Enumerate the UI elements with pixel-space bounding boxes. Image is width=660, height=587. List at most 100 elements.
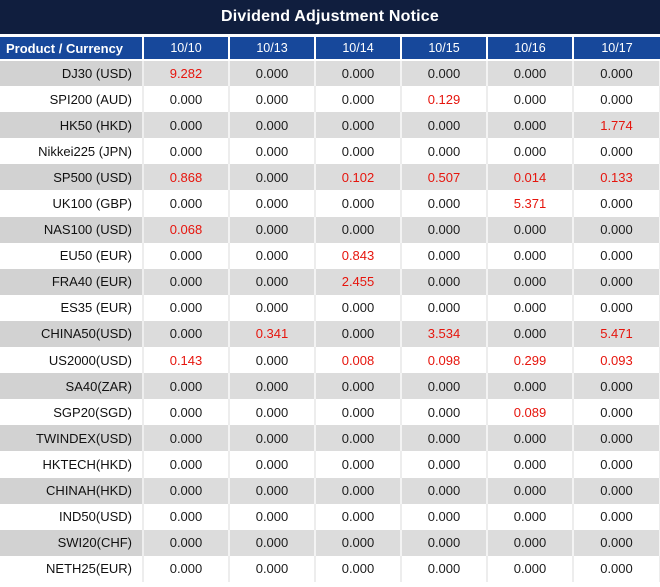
dividend-value-cell: 0.000 [315, 529, 402, 556]
table-row: HK50 (HKD) 0.000 0.000 0.000 0.000 0.000 1.774 [0, 112, 660, 139]
dividend-value-cell: 0.000 [573, 190, 660, 217]
dividend-value-cell: 9.282 [143, 60, 230, 87]
dividend-value-cell: 0.000 [401, 190, 488, 217]
dividend-value-cell: 0.000 [229, 190, 316, 217]
dividend-value-cell: 0.143 [143, 347, 230, 374]
dividend-value-cell: 0.000 [401, 60, 488, 87]
product-currency-header: Product / Currency [0, 37, 144, 61]
dividend-value-cell: 0.000 [143, 399, 230, 426]
dividend-value-cell: 0.008 [315, 347, 402, 374]
dividend-value-cell: 0.000 [401, 138, 488, 165]
dividend-value-cell: 0.000 [401, 294, 488, 321]
dividend-value-cell: 0.000 [487, 216, 574, 243]
product-cell: FRA40 (EUR) [0, 268, 144, 295]
dividend-value-cell: 0.000 [229, 477, 316, 504]
product-cell: DJ30 (USD) [0, 60, 144, 87]
dividend-value-cell: 0.000 [315, 425, 402, 452]
table-row: UK100 (GBP) 0.000 0.000 0.000 0.000 5.371 0.00… [0, 190, 660, 217]
dividend-value-cell: 1.774 [573, 112, 660, 139]
dividend-table: Product / Currency 10/10 10/13 10/14 10/15 1… [0, 37, 660, 582]
table-row: TWINDEX(USD) 0.000 0.000 0.000 0.000 0.000 0.0… [0, 425, 660, 452]
dividend-value-cell: 0.000 [143, 555, 230, 582]
table-row: CHINA50(USD) 0.000 0.341 0.000 3.534 0.000 5.4… [0, 320, 660, 348]
dividend-value-cell: 0.000 [229, 347, 316, 374]
date-header: 10/16 [487, 37, 574, 61]
dividend-value-cell: 0.000 [315, 477, 402, 504]
table-row: NETH25(EUR) 0.000 0.000 0.000 0.000 0.000 0.00… [0, 555, 660, 582]
product-cell: UK100 (GBP) [0, 190, 144, 217]
dividend-value-cell: 0.089 [487, 399, 574, 426]
dividend-value-cell: 0.000 [143, 451, 230, 478]
dividend-value-cell: 0.000 [573, 294, 660, 321]
dividend-value-cell: 0.000 [315, 399, 402, 426]
table-row: SPI200 (AUD) 0.000 0.000 0.000 0.129 0.000 0.0… [0, 86, 660, 113]
dividend-value-cell: 0.000 [487, 503, 574, 530]
dividend-value-cell: 0.000 [315, 112, 402, 139]
title-bar: Dividend Adjustment Notice [0, 0, 660, 37]
dividend-value-cell: 0.000 [573, 242, 660, 269]
date-header: 10/10 [143, 37, 230, 61]
dividend-value-cell: 0.000 [229, 294, 316, 321]
dividend-value-cell: 0.000 [229, 503, 316, 530]
dividend-value-cell: 0.000 [229, 60, 316, 87]
dividend-value-cell: 0.000 [229, 529, 316, 556]
page-title: Dividend Adjustment Notice [221, 8, 439, 25]
dividend-value-cell: 0.000 [143, 320, 230, 348]
date-header: 10/17 [573, 37, 660, 61]
product-cell: SA40(ZAR) [0, 373, 144, 400]
dividend-value-cell: 0.000 [573, 86, 660, 113]
dividend-value-cell: 0.000 [401, 268, 488, 295]
dividend-value-cell: 0.129 [401, 86, 488, 113]
table-row: SWI20(CHF) 0.000 0.000 0.000 0.000 0.000 0.000 [0, 529, 660, 556]
product-cell: SPI200 (AUD) [0, 86, 144, 113]
dividend-value-cell: 0.098 [401, 347, 488, 374]
table-row: SP500 (USD) 0.868 0.000 0.102 0.507 0.014 0.13… [0, 164, 660, 191]
dividend-value-cell: 0.068 [143, 216, 230, 243]
dividend-value-cell: 0.000 [229, 373, 316, 400]
dividend-value-cell: 0.000 [401, 399, 488, 426]
dividend-value-cell: 0.000 [401, 451, 488, 478]
dividend-value-cell: 0.000 [573, 451, 660, 478]
product-cell: SP500 (USD) [0, 164, 144, 191]
dividend-value-cell: 0.000 [229, 451, 316, 478]
dividend-value-cell: 0.000 [487, 268, 574, 295]
dividend-value-cell: 0.000 [487, 451, 574, 478]
table-row: DJ30 (USD) 9.282 0.000 0.000 0.000 0.000 0.000 [0, 60, 660, 87]
dividend-value-cell: 0.000 [573, 529, 660, 556]
table-row: NAS100 (USD) 0.068 0.000 0.000 0.000 0.000 0.0… [0, 216, 660, 243]
dividend-value-cell: 0.000 [487, 138, 574, 165]
dividend-value-cell: 0.000 [229, 138, 316, 165]
dividend-value-cell: 0.000 [487, 294, 574, 321]
table-row: SGP20(SGD) 0.000 0.000 0.000 0.000 0.089 0.000 [0, 399, 660, 426]
table-row: FRA40 (EUR) 0.000 0.000 2.455 0.000 0.000 0.00… [0, 268, 660, 295]
dividend-value-cell: 0.000 [229, 242, 316, 269]
dividend-value-cell: 0.000 [401, 242, 488, 269]
dividend-value-cell: 0.000 [487, 60, 574, 87]
dividend-value-cell: 0.000 [573, 555, 660, 582]
dividend-value-cell: 0.000 [315, 373, 402, 400]
product-cell: CHINAH(HKD) [0, 477, 144, 504]
table-row: EU50 (EUR) 0.000 0.000 0.843 0.000 0.000 0.000 [0, 242, 660, 269]
table-body: DJ30 (USD) 9.282 0.000 0.000 0.000 0.000 0.000… [0, 60, 660, 582]
table-row: CHINAH(HKD) 0.000 0.000 0.000 0.000 0.000 0.00… [0, 477, 660, 504]
dividend-value-cell: 0.000 [573, 399, 660, 426]
dividend-value-cell: 0.000 [573, 138, 660, 165]
dividend-value-cell: 0.000 [401, 112, 488, 139]
dividend-value-cell: 0.000 [487, 320, 574, 348]
product-cell: HKTECH(HKD) [0, 451, 144, 478]
dividend-value-cell: 0.000 [487, 112, 574, 139]
dividend-value-cell: 3.534 [401, 320, 488, 348]
dividend-value-cell: 0.000 [229, 86, 316, 113]
dividend-value-cell: 0.000 [229, 425, 316, 452]
product-cell: NETH25(EUR) [0, 555, 144, 582]
dividend-value-cell: 0.000 [487, 425, 574, 452]
dividend-value-cell: 0.093 [573, 347, 660, 374]
product-cell: TWINDEX(USD) [0, 425, 144, 452]
dividend-value-cell: 0.000 [143, 503, 230, 530]
dividend-value-cell: 0.507 [401, 164, 488, 191]
product-cell: IND50(USD) [0, 503, 144, 530]
dividend-value-cell: 0.000 [315, 503, 402, 530]
dividend-value-cell: 0.102 [315, 164, 402, 191]
dividend-value-cell: 0.000 [229, 399, 316, 426]
dividend-value-cell: 0.000 [143, 190, 230, 217]
